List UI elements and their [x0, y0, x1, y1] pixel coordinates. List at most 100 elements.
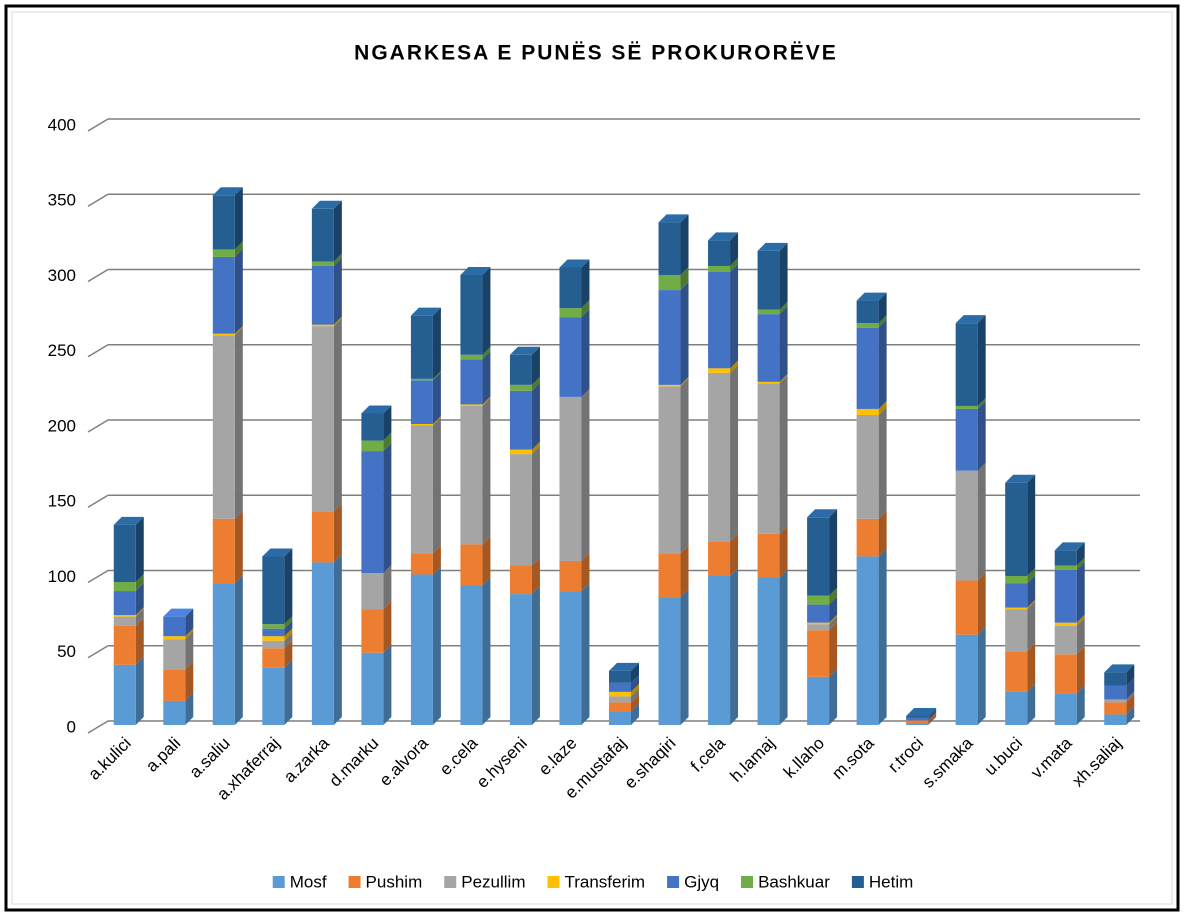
bar-segment	[757, 301, 788, 315]
y-tick-label: 150	[48, 492, 76, 511]
bar-segment	[955, 572, 986, 635]
bar-side	[581, 552, 590, 592]
bar-front	[311, 265, 334, 325]
bar-side	[234, 575, 243, 725]
bar-side	[829, 622, 838, 677]
legend-label: Hetim	[869, 872, 913, 891]
bar-top	[163, 608, 194, 617]
bar-segment	[1054, 542, 1085, 566]
bar-side	[1027, 474, 1036, 577]
bar-front	[609, 682, 631, 692]
bar-top	[1054, 542, 1085, 551]
bar-segment	[609, 674, 639, 692]
bar-segment	[1005, 474, 1036, 577]
y-tick-label: 250	[48, 341, 76, 360]
bar-side	[779, 242, 788, 310]
bar-side	[185, 661, 194, 701]
bar-side	[333, 316, 342, 327]
bar-front	[509, 354, 532, 385]
bar-side	[680, 282, 689, 385]
bar-side	[581, 388, 590, 561]
bar-segment	[311, 503, 342, 563]
bar-segment	[708, 364, 739, 542]
inner-frame	[11, 11, 1173, 905]
bar-segment	[460, 351, 491, 405]
bar-side	[1076, 557, 1085, 570]
bar-segment	[113, 608, 144, 626]
bar-side	[977, 572, 986, 635]
legend-swatch	[444, 876, 457, 888]
bar-front	[1104, 702, 1127, 715]
bar-top	[262, 548, 293, 557]
bar-side	[680, 589, 689, 725]
bar-side	[1076, 685, 1085, 725]
bar-side	[1076, 646, 1085, 694]
bar-side	[135, 607, 144, 617]
bar-segment	[1005, 683, 1036, 725]
bar-side	[928, 707, 937, 718]
bar-front	[1005, 482, 1028, 577]
bar-front	[658, 386, 681, 554]
bar-segment	[163, 692, 194, 725]
bar-side	[878, 292, 887, 324]
legend-swatch	[348, 876, 361, 888]
bar-segment	[163, 661, 194, 701]
bar-front	[509, 384, 532, 391]
grid-line-floor	[87, 569, 109, 584]
bar-side	[432, 417, 441, 554]
bar-front	[658, 553, 681, 598]
bar-front	[311, 326, 334, 512]
bar-segment	[1005, 568, 1036, 584]
bar-side	[135, 574, 144, 592]
bar-front	[757, 381, 780, 384]
bar-front	[410, 380, 433, 424]
bar-segment	[163, 631, 194, 670]
bar-side	[829, 587, 838, 605]
bar-segment	[460, 267, 491, 355]
bar-front	[1005, 576, 1028, 584]
bar-side	[1076, 561, 1085, 623]
bar-segment	[410, 545, 441, 575]
bar-front	[113, 625, 136, 665]
bar-side	[284, 632, 293, 649]
bar-front	[1104, 685, 1127, 700]
bar-side	[383, 432, 392, 452]
bar-front	[955, 580, 978, 635]
bar-segment	[460, 536, 491, 586]
bar-segment	[708, 568, 739, 725]
bar-front	[658, 384, 681, 387]
bar-side	[829, 616, 838, 631]
bar-segment	[212, 575, 243, 725]
bar-segment	[1054, 617, 1085, 655]
bar-segment	[212, 187, 243, 250]
bar-side	[730, 360, 739, 373]
bar-front	[1005, 651, 1028, 692]
bar-front	[361, 652, 384, 725]
bar-segment	[1104, 677, 1135, 700]
bar-segment	[311, 318, 342, 512]
legend-item: Bashkuar	[741, 872, 830, 891]
bar-segment	[559, 300, 590, 318]
bar-side	[680, 378, 689, 554]
bar-segment	[708, 263, 739, 369]
bar-segment	[708, 257, 739, 272]
bar-front	[757, 250, 780, 310]
bar-side	[1126, 677, 1135, 700]
bar-side	[333, 257, 342, 325]
grid-line	[87, 118, 1140, 132]
bar-side	[383, 644, 392, 725]
y-tick-label: 50	[57, 642, 76, 661]
bar-segment	[559, 552, 590, 592]
bar-segment	[113, 583, 144, 616]
bar-top	[1104, 664, 1135, 673]
bar-side	[531, 586, 540, 725]
bar-side	[730, 364, 739, 542]
bar-segment	[1054, 557, 1085, 570]
bar-side	[829, 614, 838, 625]
bar-side	[878, 510, 887, 557]
bar-segment	[1054, 561, 1085, 623]
bar-segment	[906, 712, 937, 724]
bar-segment	[559, 583, 590, 725]
bar-front	[212, 518, 235, 584]
bar-front	[262, 628, 285, 637]
